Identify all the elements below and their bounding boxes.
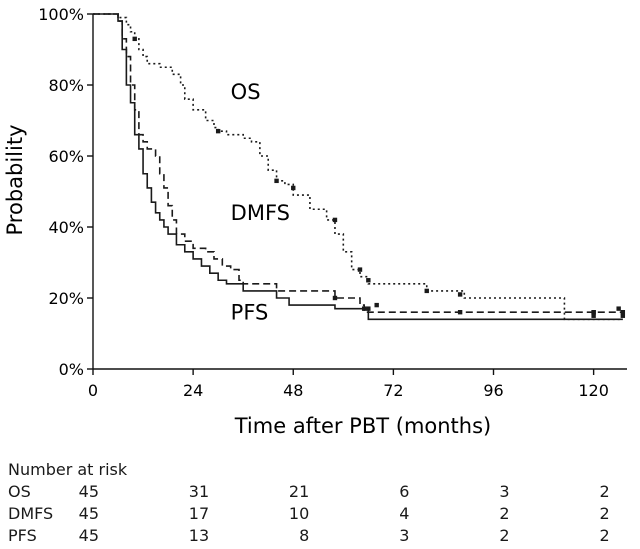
x-tick-label: 72 bbox=[383, 381, 403, 400]
risk-cell: 31 bbox=[188, 482, 210, 501]
y-tick-label: 100% bbox=[38, 5, 84, 24]
censor-mark-pfs bbox=[620, 313, 626, 318]
x-axis-label: Time after PBT (months) bbox=[234, 414, 491, 438]
risk-cell: 45 bbox=[78, 526, 99, 545]
censor-mark-dmfs bbox=[591, 310, 596, 315]
censor-mark-os bbox=[457, 292, 463, 297]
risk-cell: 17 bbox=[188, 504, 210, 523]
risk-cell: 10 bbox=[288, 504, 310, 523]
risk-cell: 45 bbox=[78, 482, 99, 501]
risk-cell: 13 bbox=[188, 526, 210, 545]
x-tick-label: 96 bbox=[483, 381, 503, 400]
chart-axes: 0% 20% 40% 60% 80% 100% 0 24 48 72 96 120 bbox=[38, 5, 627, 400]
risk-cell: 21 bbox=[288, 482, 310, 501]
risk-cell: 2 bbox=[599, 482, 610, 501]
censor-mark-os bbox=[424, 288, 429, 294]
risk-cell: 2 bbox=[599, 504, 610, 523]
risk-cell: 3 bbox=[399, 526, 410, 545]
y-tick-label: 60% bbox=[48, 147, 84, 166]
censor-mark-dmfs bbox=[457, 310, 463, 315]
censor-mark-dmfs bbox=[332, 295, 338, 301]
risk-cell: 4 bbox=[399, 504, 410, 523]
censor-mark-pfs bbox=[366, 306, 371, 311]
chart-series-layer bbox=[93, 13, 626, 321]
chart-labels-layer: OS DMFS PFS bbox=[231, 80, 290, 324]
censor-mark-os bbox=[332, 217, 338, 223]
risk-cell: 8 bbox=[299, 526, 310, 545]
censor-mark-os bbox=[357, 267, 363, 272]
censor-mark-dmfs bbox=[374, 302, 379, 308]
curve-label-pfs: PFS bbox=[231, 300, 269, 324]
risk-row-label: PFS bbox=[8, 526, 37, 545]
censor-mark-os bbox=[274, 178, 279, 184]
risk-cell: 2 bbox=[499, 526, 510, 545]
censor-mark-pfs bbox=[591, 313, 596, 318]
x-tick-label: 48 bbox=[283, 381, 303, 400]
series-os-line bbox=[93, 13, 623, 321]
y-tick-label: 40% bbox=[48, 218, 84, 237]
curve-label-os: OS bbox=[231, 80, 261, 104]
curve-label-dmfs: DMFS bbox=[231, 201, 290, 225]
y-tick-label: 80% bbox=[48, 76, 84, 95]
censor-mark-os bbox=[291, 185, 296, 191]
risk-row-label: DMFS bbox=[8, 504, 54, 523]
x-tick-label: 24 bbox=[183, 381, 203, 400]
series-pfs-line bbox=[93, 13, 623, 321]
x-tick-label: 0 bbox=[88, 381, 98, 400]
series-dmfs-line bbox=[93, 13, 623, 313]
risk-row-os: OS 45 31 21 6 3 2 bbox=[0, 482, 640, 502]
risk-cell: 45 bbox=[78, 504, 99, 523]
risk-cell: 2 bbox=[599, 526, 610, 545]
x-tick-label: 120 bbox=[578, 381, 609, 400]
risk-cell: 2 bbox=[499, 504, 510, 523]
risk-cell: 3 bbox=[499, 482, 510, 501]
censor-mark-os bbox=[616, 306, 621, 311]
y-tick-label: 0% bbox=[59, 360, 84, 379]
censor-mark-os bbox=[366, 278, 371, 283]
risk-row-dmfs: DMFS 45 17 10 4 2 2 bbox=[0, 504, 640, 524]
censor-mark-os bbox=[132, 36, 137, 42]
censor-mark-os bbox=[215, 128, 221, 134]
risk-row-label: OS bbox=[8, 482, 31, 501]
risk-table-header: Number at risk bbox=[8, 460, 128, 479]
risk-row-pfs: PFS 45 13 8 3 2 2 bbox=[0, 526, 640, 546]
km-chart: 0% 20% 40% 60% 80% 100% 0 24 48 72 96 120 OS DMFS PFS… bbox=[3, 5, 627, 438]
y-tick-label: 20% bbox=[48, 289, 84, 308]
y-axis-label: Probability bbox=[3, 124, 27, 235]
risk-cell: 6 bbox=[399, 482, 410, 501]
number-at-risk-table: Number at risk OS 45 31 21 6 3 2 DMFS 45 17 10 4 2 2 P… bbox=[0, 458, 640, 549]
censor-mark-dmfs bbox=[620, 310, 626, 315]
